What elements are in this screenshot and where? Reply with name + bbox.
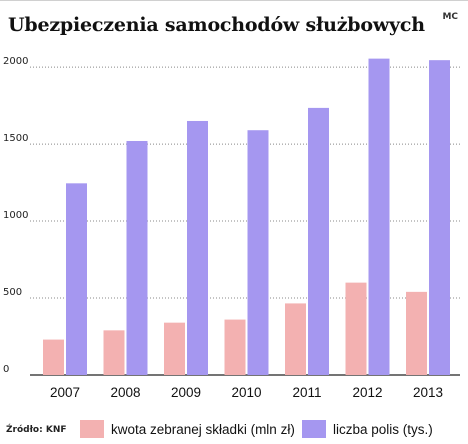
bar-premium xyxy=(43,339,64,375)
legend-item-premium: kwota zebranej składki (mln zł) xyxy=(80,418,295,440)
chart-title: Ubezpieczenia samochodów służbowych xyxy=(8,14,425,36)
legend-label-premium: kwota zebranej składki (mln zł) xyxy=(111,421,295,437)
source-note: Źródło: KNF xyxy=(6,425,67,435)
x-tick-label: 2008 xyxy=(110,385,140,400)
top-rule xyxy=(0,0,468,1)
y-tick-label: 1500 xyxy=(3,133,28,144)
x-tick-label: 2011 xyxy=(292,385,321,400)
legend-swatch-policies xyxy=(302,420,326,438)
y-tick-label: 500 xyxy=(3,287,22,298)
bar-premium xyxy=(224,319,246,375)
bar-premium xyxy=(406,291,427,375)
bar-policies xyxy=(368,58,390,375)
bar-policies xyxy=(429,60,450,376)
bar-premium xyxy=(345,282,367,375)
x-tick-label: 2010 xyxy=(231,385,261,400)
x-tick-label: 2009 xyxy=(171,385,201,400)
y-tick-label: 2000 xyxy=(3,56,28,67)
y-tick-label: 1000 xyxy=(3,210,28,221)
bar-policies xyxy=(66,183,87,375)
bar-premium xyxy=(285,303,306,375)
author-credit: MC xyxy=(442,12,458,22)
bar-policies xyxy=(247,130,269,375)
bar-premium xyxy=(164,322,185,375)
y-tick-label: 0 xyxy=(3,364,9,375)
bar-policies xyxy=(308,107,329,376)
x-tick-label: 2012 xyxy=(352,385,382,400)
x-tick-label: 2013 xyxy=(413,385,443,400)
legend-item-policies: liczba polis (tys.) xyxy=(302,418,433,440)
x-tick-label: 2007 xyxy=(50,385,80,400)
bar-policies xyxy=(126,140,148,375)
bar-policies xyxy=(187,120,208,375)
chart-legend: kwota zebranej składki (mln zł) liczba p… xyxy=(80,418,468,440)
legend-label-policies: liczba polis (tys.) xyxy=(333,421,433,437)
legend-swatch-premium xyxy=(80,420,104,438)
bar-premium xyxy=(103,330,125,375)
